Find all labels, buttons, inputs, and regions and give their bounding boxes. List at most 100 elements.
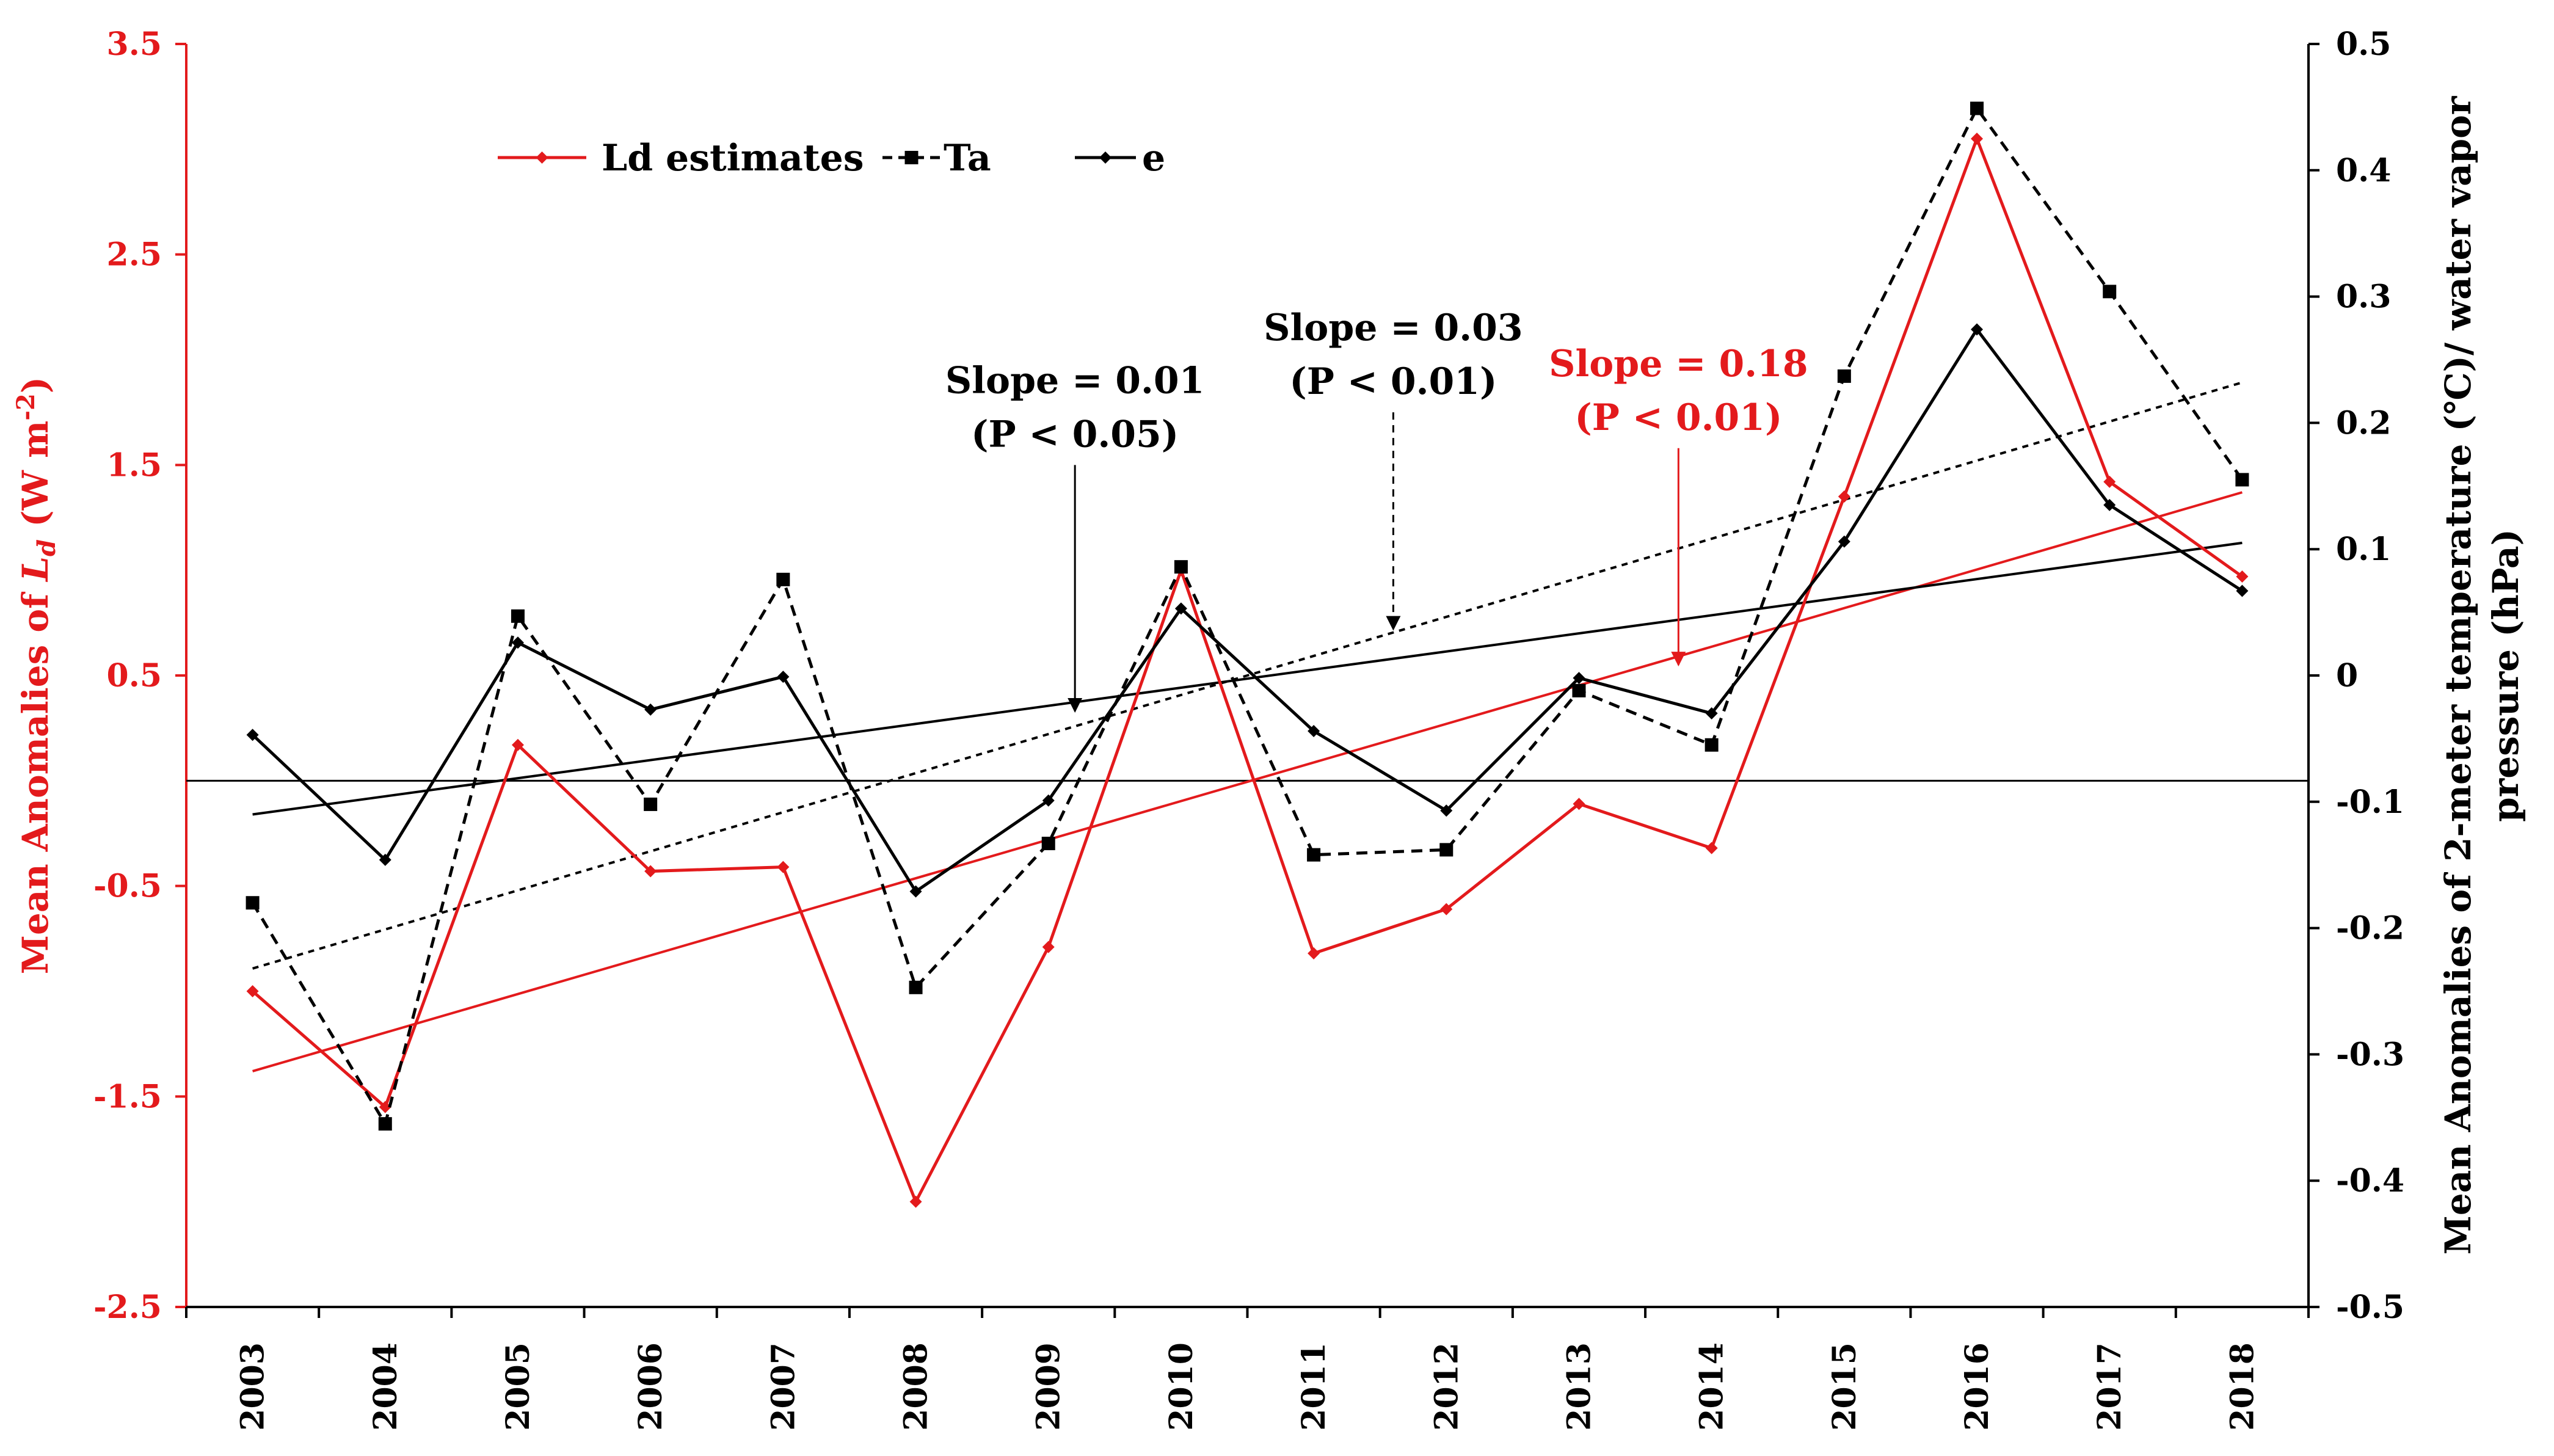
x-tick-label: 2003 bbox=[235, 1342, 272, 1431]
annotation-slope-text: Slope = 0.01 bbox=[945, 359, 1204, 402]
data-point-e bbox=[2103, 498, 2116, 511]
right-tick-label: 0.1 bbox=[2336, 531, 2391, 568]
data-point-e bbox=[1042, 794, 1055, 807]
legend-label-e: e bbox=[1142, 137, 1165, 180]
data-point-ld-estimates bbox=[1573, 798, 1585, 810]
data-point-ta bbox=[246, 896, 260, 910]
x-tick-label: 2017 bbox=[2091, 1342, 2128, 1431]
data-point-ld-estimates bbox=[1042, 941, 1055, 953]
data-point-e bbox=[1838, 535, 1850, 548]
right-tick-label: -0.2 bbox=[2336, 910, 2404, 947]
x-tick-label: 2018 bbox=[2224, 1342, 2261, 1431]
x-tick-label: 2014 bbox=[1694, 1342, 1731, 1431]
x-tick-label: 2004 bbox=[367, 1342, 404, 1431]
data-point-ld-estimates bbox=[909, 1195, 922, 1208]
right-tick-label: 0.2 bbox=[2336, 404, 2391, 442]
data-point-ta bbox=[2235, 473, 2249, 487]
right-axis-title-line1: Mean Anomalies of 2-meter temperature (℃… bbox=[2437, 95, 2479, 1254]
legend-label-ld-estimates: Ld estimates bbox=[602, 137, 864, 180]
left-tick-label: -0.5 bbox=[93, 868, 162, 905]
annotation-p-text: (P < 0.01) bbox=[1574, 396, 1782, 439]
x-tick-label: 2015 bbox=[1826, 1342, 1863, 1431]
x-tick-label: 2012 bbox=[1428, 1342, 1465, 1431]
left-tick-label: -1.5 bbox=[93, 1078, 162, 1115]
data-point-ta bbox=[1307, 848, 1321, 862]
data-point-ld-estimates bbox=[2103, 475, 2116, 488]
x-tick-label: 2010 bbox=[1163, 1342, 1200, 1431]
right-tick-label: 0.4 bbox=[2336, 152, 2391, 189]
x-tick-label: 2016 bbox=[1959, 1342, 1996, 1431]
data-point-ta bbox=[1174, 560, 1188, 574]
right-axis-title: Mean Anomalies of 2-meter temperature (℃… bbox=[2437, 95, 2527, 1254]
left-axis-title: Mean Anomalies of Ld (W m-2) bbox=[12, 377, 61, 974]
data-point-ld-estimates bbox=[379, 1101, 391, 1113]
x-tick-label: 2007 bbox=[765, 1342, 802, 1431]
data-point-e bbox=[246, 729, 259, 741]
data-point-ta bbox=[1572, 683, 1586, 697]
data-point-ta bbox=[1041, 837, 1055, 851]
data-point-e bbox=[1440, 804, 1453, 817]
data-point-e bbox=[1308, 724, 1320, 737]
x-tick-label: 2013 bbox=[1560, 1342, 1598, 1431]
x-tick-label: 2011 bbox=[1295, 1342, 1333, 1431]
data-point-ld-estimates bbox=[1838, 490, 1850, 503]
left-tick-label: -2.5 bbox=[93, 1289, 162, 1326]
right-axis-title-line2: pressure (hPa) bbox=[2485, 529, 2527, 822]
data-point-ta bbox=[1439, 843, 1453, 857]
legend-marker-e bbox=[1099, 151, 1111, 164]
data-point-ld-estimates bbox=[1308, 947, 1320, 959]
data-point-ld-estimates bbox=[511, 738, 524, 751]
data-point-ta bbox=[776, 572, 790, 586]
right-tick-label: -0.3 bbox=[2336, 1036, 2404, 1073]
data-point-e bbox=[511, 636, 524, 649]
data-point-ld-estimates bbox=[1705, 842, 1718, 854]
left-tick-label: 2.5 bbox=[107, 236, 162, 274]
trend-line-ta bbox=[252, 381, 2243, 970]
right-tick-label: -0.4 bbox=[2336, 1162, 2404, 1199]
data-point-ta bbox=[378, 1117, 392, 1131]
data-point-ld-estimates bbox=[1971, 133, 1984, 145]
data-point-e bbox=[644, 703, 657, 716]
data-point-e bbox=[1705, 707, 1718, 720]
annotation-slope-text: Slope = 0.18 bbox=[1549, 343, 1808, 385]
x-tick-label: 2009 bbox=[1030, 1342, 1068, 1431]
left-tick-label: 1.5 bbox=[107, 446, 162, 484]
data-point-ta bbox=[1704, 738, 1719, 752]
left-tick-label: 0.5 bbox=[107, 657, 162, 694]
right-tick-label: 0.3 bbox=[2336, 278, 2391, 316]
data-point-ld-estimates bbox=[2236, 570, 2249, 583]
series-line-ta bbox=[251, 105, 2244, 1128]
data-point-e bbox=[1573, 672, 1585, 685]
data-point-ta bbox=[511, 609, 525, 623]
data-point-ld-estimates bbox=[1440, 903, 1453, 915]
data-point-ld-estimates bbox=[246, 985, 259, 997]
data-point-ld-estimates bbox=[644, 865, 657, 878]
x-tick-label: 2006 bbox=[632, 1342, 669, 1431]
data-point-ta bbox=[1837, 369, 1851, 383]
data-point-e bbox=[1174, 602, 1187, 615]
data-point-e bbox=[2236, 584, 2249, 597]
x-tick-label: 2008 bbox=[898, 1342, 935, 1431]
data-point-ta bbox=[909, 980, 923, 994]
annotation-p-text: (P < 0.01) bbox=[1289, 360, 1497, 403]
annotation-slope-text: Slope = 0.03 bbox=[1264, 307, 1523, 349]
right-tick-label: -0.5 bbox=[2336, 1289, 2404, 1326]
data-point-ta bbox=[644, 797, 658, 811]
right-tick-label: 0.5 bbox=[2336, 26, 2391, 63]
data-point-e bbox=[1971, 323, 1984, 336]
annotation-p-text: (P < 0.05) bbox=[971, 413, 1179, 456]
series-line-ld-estimates bbox=[251, 134, 2243, 1206]
data-point-ld-estimates bbox=[777, 861, 790, 873]
trend-line-e bbox=[252, 541, 2243, 816]
legend-marker-ta bbox=[904, 151, 919, 164]
data-point-ta bbox=[1970, 101, 1984, 115]
right-tick-label: -0.1 bbox=[2336, 784, 2404, 821]
legend-marker-ld-estimates bbox=[536, 151, 548, 164]
right-tick-label: 0 bbox=[2336, 657, 2358, 694]
data-point-e bbox=[777, 671, 790, 683]
left-tick-label: 3.5 bbox=[107, 26, 162, 63]
x-tick-label: 2005 bbox=[500, 1342, 537, 1431]
data-point-e bbox=[379, 853, 391, 866]
